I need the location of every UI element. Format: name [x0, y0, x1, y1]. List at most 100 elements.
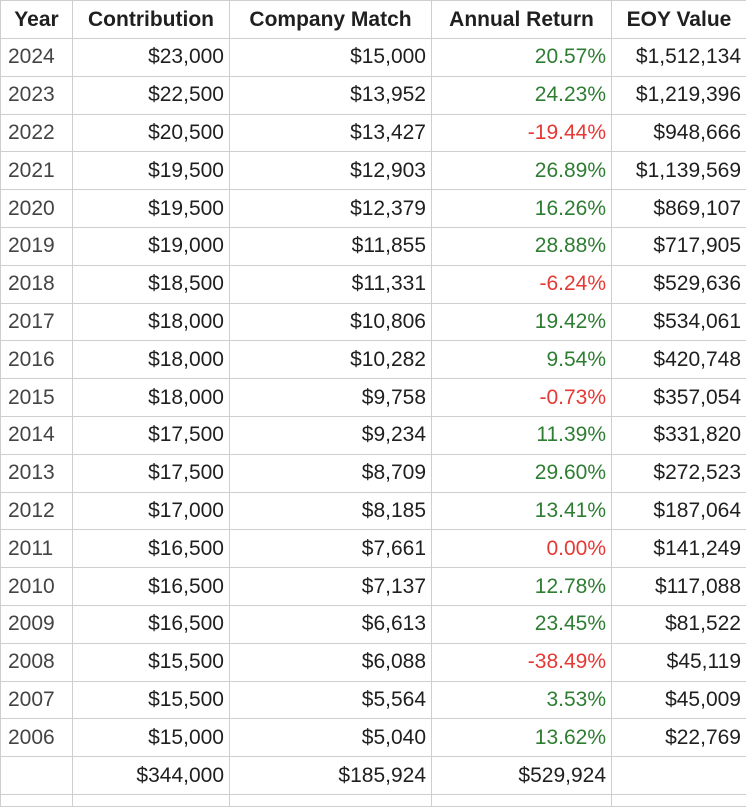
- cell-eoy-value[interactable]: $420,748: [612, 341, 746, 379]
- total-contribution[interactable]: $344,000: [73, 757, 230, 795]
- cell-contribution[interactable]: $15,500: [73, 681, 230, 719]
- cell-company-match[interactable]: $10,282: [230, 341, 432, 379]
- cell-year[interactable]: 2016: [1, 341, 73, 379]
- cell-eoy-value[interactable]: $187,064: [612, 492, 746, 530]
- cell-company-match[interactable]: $13,952: [230, 76, 432, 114]
- empty-cell[interactable]: [432, 794, 612, 806]
- total-company-match[interactable]: $185,924: [230, 757, 432, 795]
- cell-year[interactable]: 2007: [1, 681, 73, 719]
- cell-year[interactable]: 2015: [1, 379, 73, 417]
- cell-eoy-value[interactable]: $1,139,569: [612, 152, 746, 190]
- cell-contribution[interactable]: $18,000: [73, 341, 230, 379]
- cell-company-match[interactable]: $9,234: [230, 416, 432, 454]
- cell-eoy-value[interactable]: $357,054: [612, 379, 746, 417]
- cell-company-match[interactable]: $11,331: [230, 265, 432, 303]
- cell-eoy-value[interactable]: $331,820: [612, 416, 746, 454]
- cell-company-match[interactable]: $8,185: [230, 492, 432, 530]
- cell-contribution[interactable]: $16,500: [73, 605, 230, 643]
- empty-cell[interactable]: [612, 794, 746, 806]
- cell-eoy-value[interactable]: $869,107: [612, 190, 746, 228]
- cell-eoy-value[interactable]: $45,119: [612, 643, 746, 681]
- cell-year[interactable]: 2013: [1, 454, 73, 492]
- cell-contribution[interactable]: $17,500: [73, 416, 230, 454]
- cell-year[interactable]: 2017: [1, 303, 73, 341]
- cell-company-match[interactable]: $11,855: [230, 227, 432, 265]
- header-company-match[interactable]: Company Match: [230, 1, 432, 39]
- total-annual-return[interactable]: $529,924: [432, 757, 612, 795]
- cell-eoy-value[interactable]: $1,219,396: [612, 76, 746, 114]
- cell-company-match[interactable]: $5,564: [230, 681, 432, 719]
- header-annual-return[interactable]: Annual Return: [432, 1, 612, 39]
- cell-contribution[interactable]: $19,500: [73, 190, 230, 228]
- cell-year[interactable]: 2006: [1, 719, 73, 757]
- cell-company-match[interactable]: $9,758: [230, 379, 432, 417]
- cell-year[interactable]: 2021: [1, 152, 73, 190]
- cell-annual-return[interactable]: 0.00%: [432, 530, 612, 568]
- cell-contribution[interactable]: $16,500: [73, 568, 230, 606]
- cell-eoy-value[interactable]: $529,636: [612, 265, 746, 303]
- cell-annual-return[interactable]: 24.23%: [432, 76, 612, 114]
- cell-annual-return[interactable]: 9.54%: [432, 341, 612, 379]
- cell-annual-return[interactable]: -6.24%: [432, 265, 612, 303]
- cell-contribution[interactable]: $22,500: [73, 76, 230, 114]
- total-eoy-value[interactable]: [612, 757, 746, 795]
- cell-eoy-value[interactable]: $948,666: [612, 114, 746, 152]
- cell-annual-return[interactable]: 20.57%: [432, 39, 612, 77]
- empty-cell[interactable]: [1, 794, 73, 806]
- cell-year[interactable]: 2019: [1, 227, 73, 265]
- cell-company-match[interactable]: $12,379: [230, 190, 432, 228]
- cell-year[interactable]: 2014: [1, 416, 73, 454]
- empty-cell[interactable]: [73, 794, 230, 806]
- cell-eoy-value[interactable]: $717,905: [612, 227, 746, 265]
- cell-contribution[interactable]: $19,500: [73, 152, 230, 190]
- header-eoy-value[interactable]: EOY Value: [612, 1, 746, 39]
- cell-year[interactable]: 2023: [1, 76, 73, 114]
- cell-year[interactable]: 2024: [1, 39, 73, 77]
- cell-company-match[interactable]: $5,040: [230, 719, 432, 757]
- cell-annual-return[interactable]: -0.73%: [432, 379, 612, 417]
- cell-eoy-value[interactable]: $22,769: [612, 719, 746, 757]
- cell-eoy-value[interactable]: $117,088: [612, 568, 746, 606]
- cell-company-match[interactable]: $7,661: [230, 530, 432, 568]
- cell-contribution[interactable]: $23,000: [73, 39, 230, 77]
- cell-company-match[interactable]: $6,088: [230, 643, 432, 681]
- cell-year[interactable]: 2010: [1, 568, 73, 606]
- cell-annual-return[interactable]: 13.41%: [432, 492, 612, 530]
- cell-company-match[interactable]: $13,427: [230, 114, 432, 152]
- cell-company-match[interactable]: $6,613: [230, 605, 432, 643]
- cell-annual-return[interactable]: 11.39%: [432, 416, 612, 454]
- cell-contribution[interactable]: $18,000: [73, 379, 230, 417]
- cell-annual-return[interactable]: 3.53%: [432, 681, 612, 719]
- cell-company-match[interactable]: $8,709: [230, 454, 432, 492]
- header-year[interactable]: Year: [1, 1, 73, 39]
- cell-company-match[interactable]: $7,137: [230, 568, 432, 606]
- cell-contribution[interactable]: $15,500: [73, 643, 230, 681]
- cell-annual-return[interactable]: 12.78%: [432, 568, 612, 606]
- cell-annual-return[interactable]: 23.45%: [432, 605, 612, 643]
- cell-contribution[interactable]: $20,500: [73, 114, 230, 152]
- cell-eoy-value[interactable]: $141,249: [612, 530, 746, 568]
- cell-year[interactable]: 2009: [1, 605, 73, 643]
- cell-annual-return[interactable]: 28.88%: [432, 227, 612, 265]
- cell-annual-return[interactable]: 26.89%: [432, 152, 612, 190]
- cell-year[interactable]: 2022: [1, 114, 73, 152]
- cell-eoy-value[interactable]: $81,522: [612, 605, 746, 643]
- empty-cell[interactable]: [230, 794, 432, 806]
- cell-contribution[interactable]: $18,500: [73, 265, 230, 303]
- cell-year[interactable]: 2011: [1, 530, 73, 568]
- cell-contribution[interactable]: $17,000: [73, 492, 230, 530]
- cell-contribution[interactable]: $17,500: [73, 454, 230, 492]
- cell-contribution[interactable]: $16,500: [73, 530, 230, 568]
- total-year[interactable]: [1, 757, 73, 795]
- cell-annual-return[interactable]: 29.60%: [432, 454, 612, 492]
- cell-eoy-value[interactable]: $272,523: [612, 454, 746, 492]
- cell-annual-return[interactable]: 13.62%: [432, 719, 612, 757]
- cell-annual-return[interactable]: -38.49%: [432, 643, 612, 681]
- cell-eoy-value[interactable]: $534,061: [612, 303, 746, 341]
- cell-year[interactable]: 2018: [1, 265, 73, 303]
- cell-year[interactable]: 2020: [1, 190, 73, 228]
- cell-company-match[interactable]: $15,000: [230, 39, 432, 77]
- cell-annual-return[interactable]: 16.26%: [432, 190, 612, 228]
- cell-annual-return[interactable]: 19.42%: [432, 303, 612, 341]
- cell-year[interactable]: 2012: [1, 492, 73, 530]
